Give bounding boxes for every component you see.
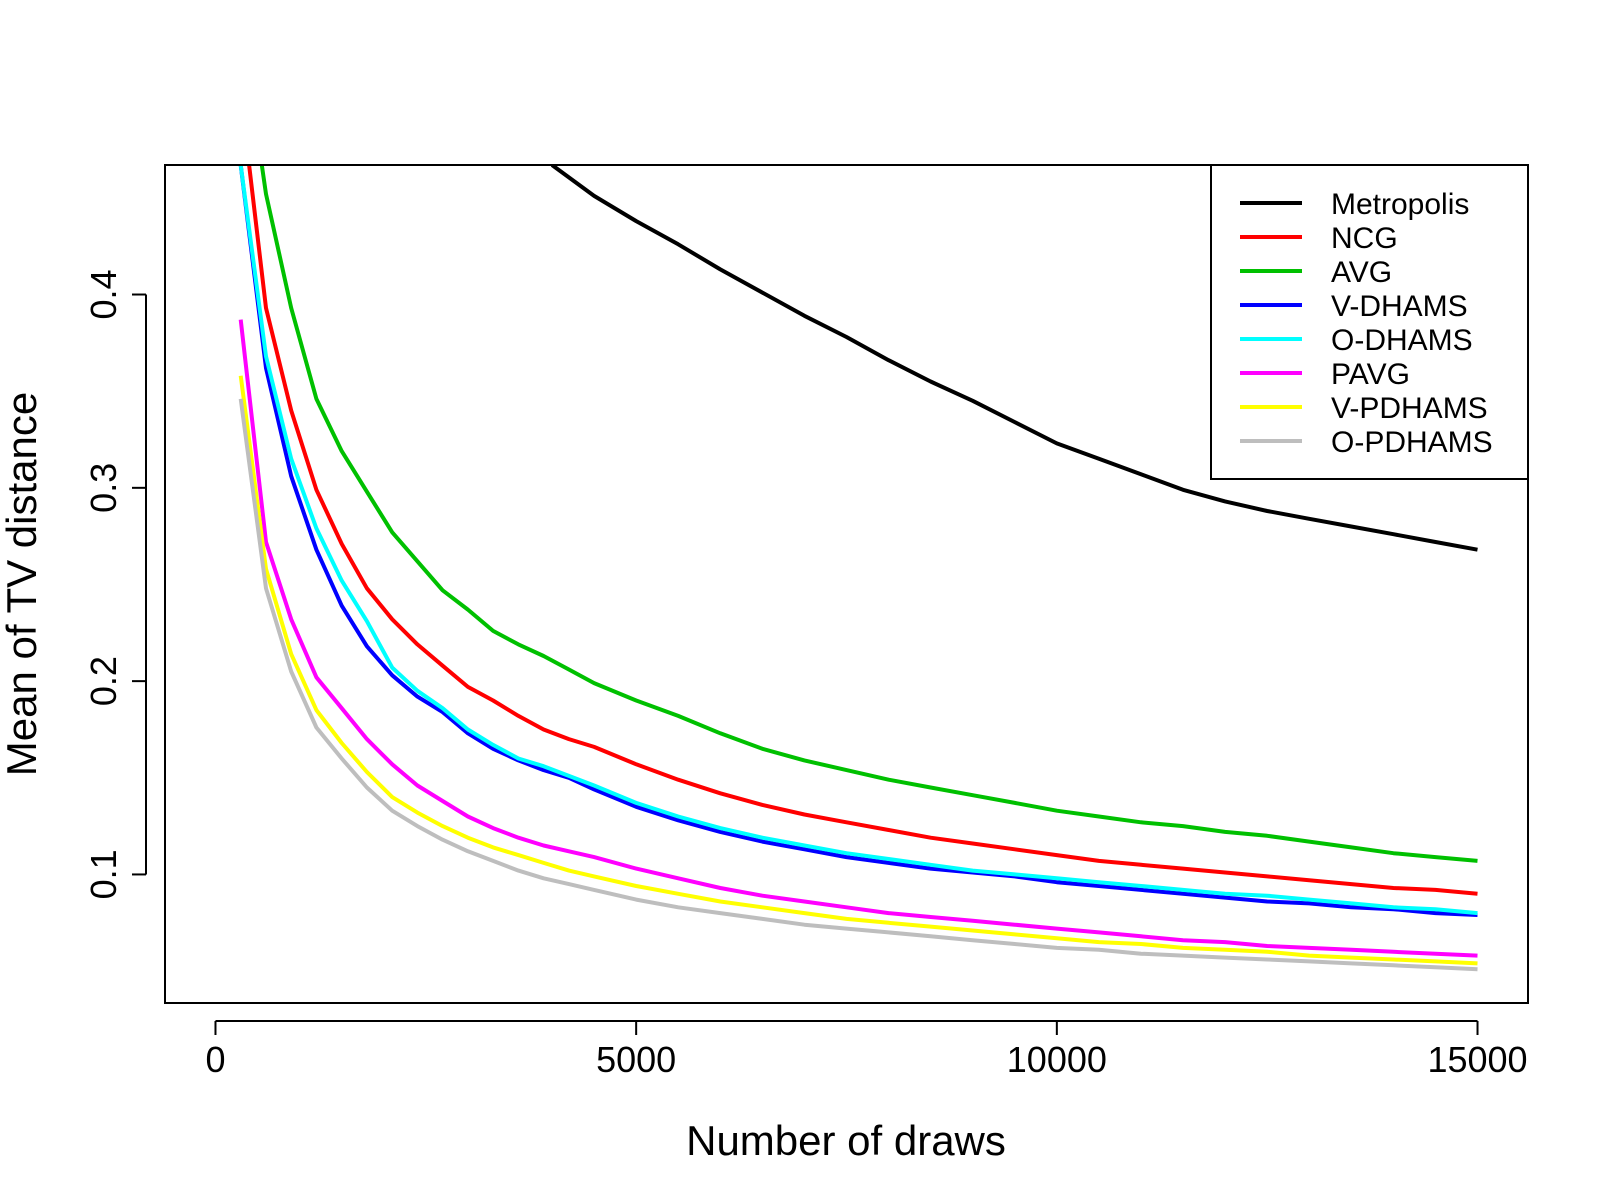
x-tick-label: 5000 (596, 1039, 676, 1080)
y-tick-label: 0.3 (83, 463, 124, 513)
legend-label: PAVG (1331, 358, 1410, 391)
legend-frame (1210, 164, 1529, 480)
legend-label: AVG (1331, 256, 1392, 289)
x-axis-title: Number of draws (686, 1117, 1006, 1164)
series-line-metropolis (550, 165, 1478, 552)
y-tick-label: 0.1 (83, 849, 124, 899)
legend: MetropolisNCGAVGV-DHAMSO-DHAMSPAVGV-PDHA… (1210, 164, 1529, 480)
x-tick-label: 15000 (1427, 1039, 1527, 1080)
series-line-avg (259, 165, 1478, 863)
series-line-o-dhams (238, 165, 1478, 916)
series-line-v-pdhams (238, 375, 1478, 966)
series-layer (238, 165, 1478, 972)
x-tick-label: 0 (205, 1039, 225, 1080)
series-line-ncg (247, 165, 1478, 896)
y-tick-label: 0.4 (83, 269, 124, 319)
legend-label: O-DHAMS (1331, 324, 1473, 357)
legend-label: V-PDHAMS (1331, 392, 1488, 425)
y-axis: 0.1 0.2 0.3 0.4 (83, 269, 147, 899)
series-line-v-dhams (238, 165, 1478, 917)
legend-label: NCG (1331, 222, 1398, 255)
x-axis: 0 5000 10000 15000 (205, 1020, 1528, 1080)
x-tick-label: 10000 (1007, 1039, 1107, 1080)
legend-label: Metropolis (1331, 188, 1469, 221)
y-axis-title: Mean of TV distance (0, 392, 45, 776)
legend-label: V-DHAMS (1331, 290, 1468, 323)
y-tick-label: 0.2 (83, 656, 124, 706)
plot-frame (164, 164, 1529, 1004)
series-line-pavg (238, 319, 1478, 958)
series-line-o-pdhams (238, 398, 1478, 972)
legend-label: O-PDHAMS (1331, 426, 1493, 459)
